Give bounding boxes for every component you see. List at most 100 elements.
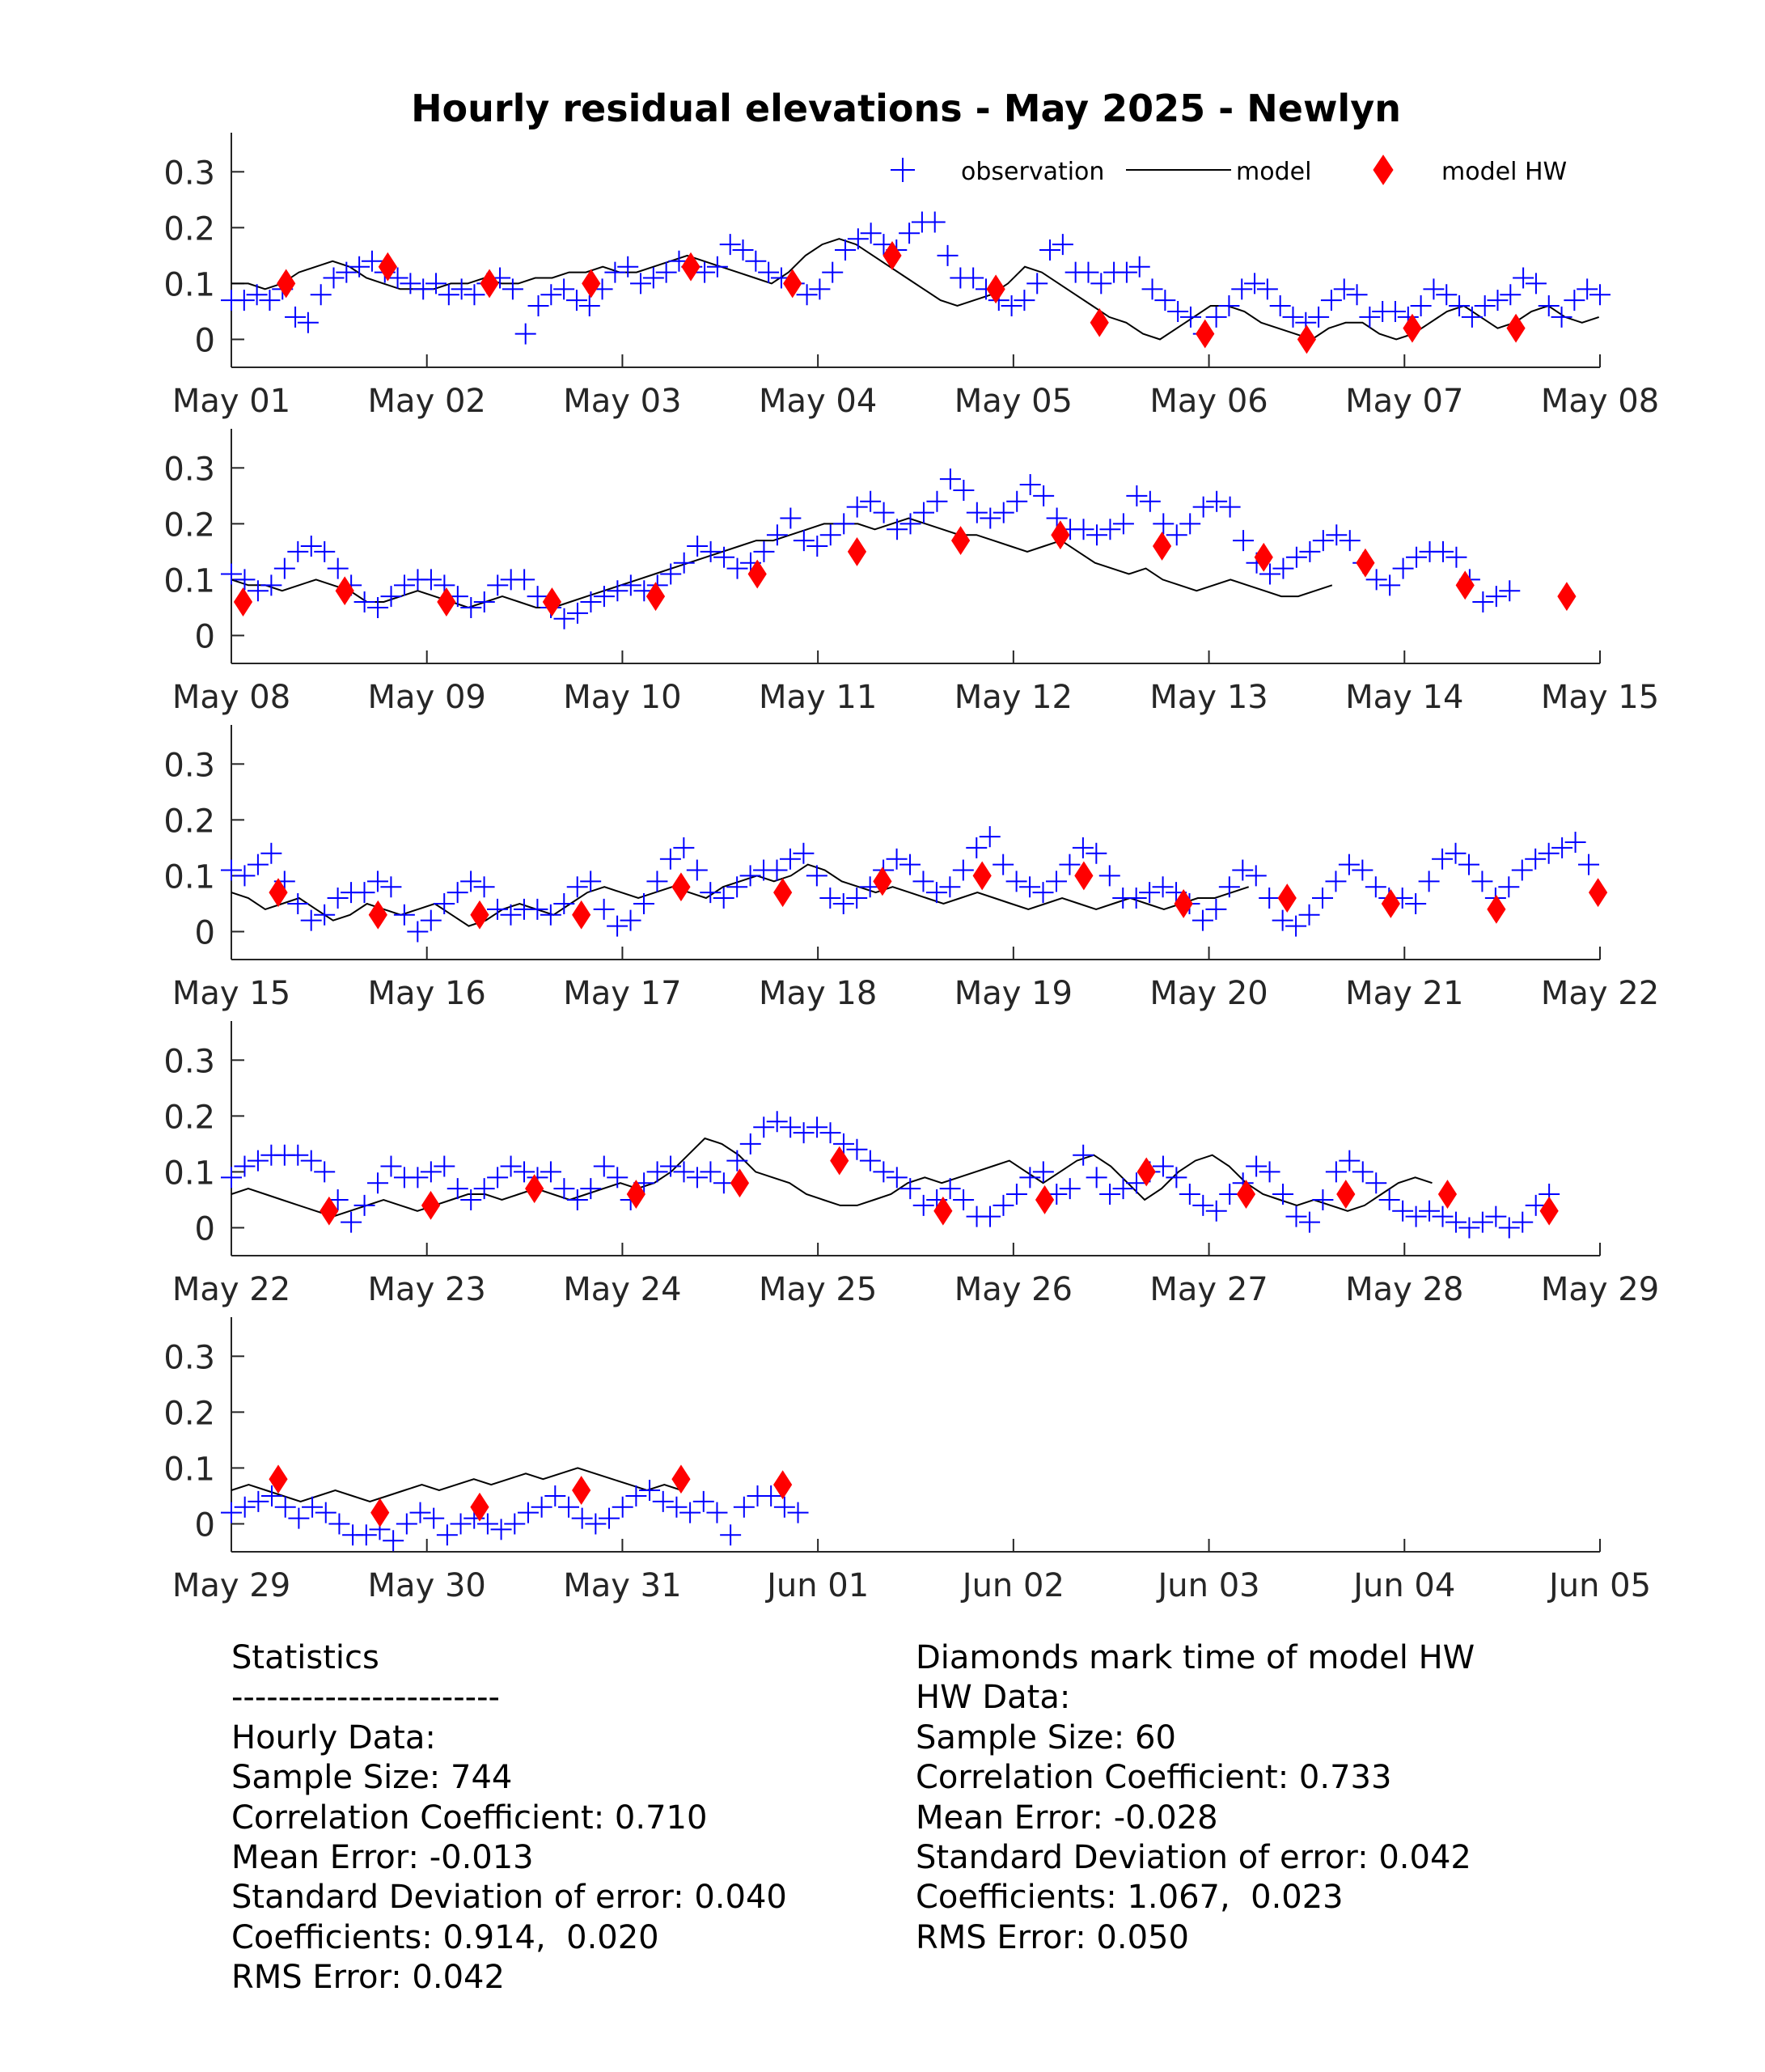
observation-point (1205, 306, 1227, 328)
observation-point (1578, 854, 1600, 875)
observation-point (1167, 300, 1189, 322)
observation-point (557, 1496, 579, 1518)
observation-point (726, 1150, 748, 1172)
observation-point (565, 290, 587, 311)
observation-point (833, 513, 855, 535)
observation-point (773, 1496, 795, 1518)
stats-hourly-rms: RMS Error: 0.042 (231, 1959, 505, 1997)
observation-point (700, 540, 722, 562)
model-hw-point (830, 1146, 849, 1176)
observation-point (1418, 871, 1440, 892)
observation-point (953, 479, 975, 501)
x-tick-label: May 21 (1345, 975, 1463, 1012)
observation-point (1500, 284, 1522, 306)
stats-hw-title: HW Data: (916, 1679, 1071, 1717)
observation-point (460, 1189, 482, 1210)
observation-point (766, 1111, 788, 1133)
observation-point (1392, 557, 1414, 579)
x-tick-label: May 31 (563, 1567, 681, 1604)
x-tick-label: May 06 (1149, 383, 1268, 420)
observation-point (1392, 1200, 1414, 1222)
observation-point (1449, 295, 1471, 317)
model-line (231, 238, 1600, 341)
observation-point (234, 1155, 256, 1177)
model-hw-point (950, 526, 971, 556)
model-line (231, 517, 1333, 609)
observation-point (473, 591, 495, 613)
observation-point (832, 1133, 854, 1155)
observation-point (1458, 1217, 1480, 1239)
x-tick-label: May 24 (563, 1271, 681, 1308)
observation-point (1498, 1217, 1520, 1239)
observation-point (593, 586, 615, 608)
observation-point (1166, 524, 1187, 546)
observation-point (393, 574, 415, 596)
observation-point (1326, 524, 1348, 546)
observation-point (1032, 882, 1054, 904)
observation-point (899, 854, 921, 875)
observation-point (1179, 1184, 1200, 1205)
observation-point (580, 1178, 602, 1200)
observation-point (1098, 865, 1120, 887)
observation-point (540, 284, 562, 306)
model-hw-point (1236, 1180, 1256, 1209)
observation-point (993, 502, 1014, 523)
observation-point (1077, 261, 1099, 283)
observation-point (1423, 278, 1445, 300)
observation-point (1072, 837, 1094, 858)
observation-point (886, 848, 908, 870)
observation-point (1192, 1194, 1214, 1216)
model-hw-point (1297, 324, 1317, 354)
y-tick-label: 0.3 (163, 747, 215, 784)
observation-point (247, 1150, 269, 1172)
x-tick-label: Jun 01 (764, 1567, 869, 1604)
observation-point (607, 1167, 629, 1189)
observation-point (527, 295, 549, 317)
observation-point (937, 244, 959, 266)
observation-point (1352, 859, 1373, 881)
model-hw-point (572, 900, 591, 930)
stats-hourly-title: Hourly Data: (231, 1718, 436, 1756)
observation-point (1432, 540, 1454, 562)
observation-point (1333, 278, 1355, 300)
model-hw-point (1277, 883, 1297, 913)
observation-point (706, 256, 728, 278)
x-tick-label: May 15 (1541, 679, 1659, 716)
observation-point (1282, 306, 1304, 328)
observation-point (1191, 909, 1213, 931)
observation-point (912, 871, 934, 892)
x-tick-label: Jun 02 (960, 1567, 1065, 1604)
observation-point (617, 256, 639, 278)
observation-point (1379, 574, 1401, 596)
observation-point (259, 290, 281, 311)
observation-point (620, 574, 641, 596)
observation-point (514, 569, 535, 591)
model-hw-point (1035, 1185, 1055, 1214)
y-tick-label: 0.1 (163, 266, 215, 303)
observation-point (1525, 848, 1547, 870)
observation-point (607, 915, 629, 937)
observation-point (1512, 1211, 1534, 1233)
x-tick-label: May 18 (759, 975, 877, 1012)
observation-point (1461, 306, 1483, 328)
observation-point (1577, 278, 1598, 300)
stats-hw-correlation: Correlation Coefficient: 0.733 (916, 1759, 1392, 1797)
observation-point (531, 1496, 552, 1518)
observation-point (544, 1485, 566, 1506)
x-tick-label: May 22 (172, 1271, 290, 1308)
y-tick-label: 0.1 (163, 858, 215, 896)
observation-point (1513, 267, 1534, 289)
observation-point (612, 1496, 633, 1518)
observation-point (912, 502, 934, 523)
y-tick-label: 0.1 (163, 1451, 215, 1488)
model-hw-point (233, 587, 253, 617)
observation-point (1086, 1167, 1107, 1189)
model-hw-point (1254, 542, 1273, 572)
observation-point (502, 278, 523, 300)
observation-point (1086, 524, 1107, 546)
observation-point (1445, 546, 1467, 568)
observation-point (1312, 530, 1334, 552)
observation-point (926, 490, 948, 512)
model-hw-point (1557, 582, 1577, 612)
observation-point (353, 1194, 375, 1216)
